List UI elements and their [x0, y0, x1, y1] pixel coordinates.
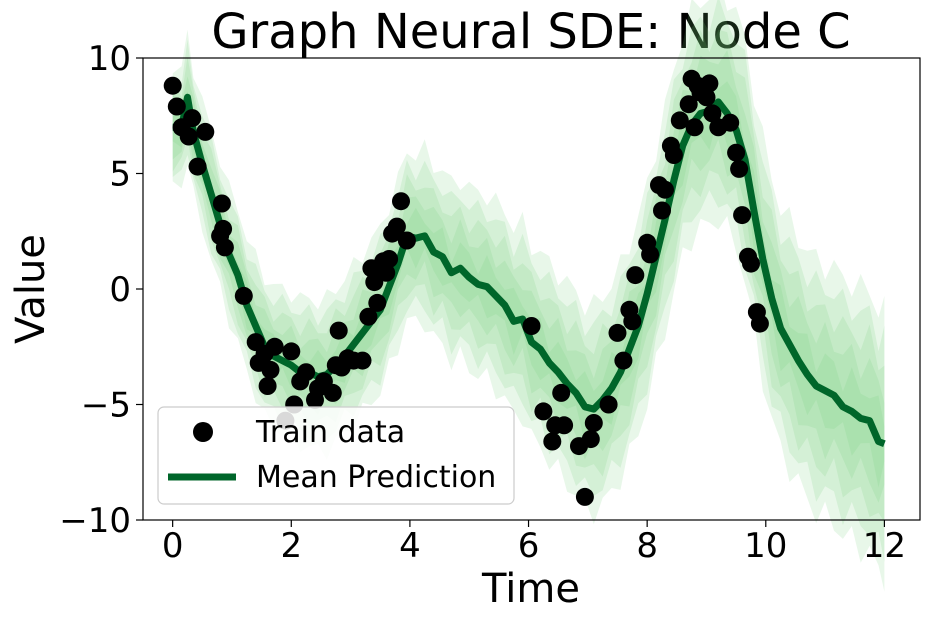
x-tick-label: 0 [162, 526, 184, 566]
train-data-point [721, 113, 740, 132]
train-data-point [212, 194, 231, 213]
y-tick-label: 5 [109, 155, 131, 195]
train-data-point [353, 351, 372, 370]
uncertainty-bands [172, 0, 885, 592]
train-data-point [656, 180, 674, 199]
train-data-point [685, 118, 704, 137]
train-data-point [183, 109, 202, 128]
train-data-point [377, 263, 396, 282]
train-data-point [697, 88, 716, 107]
train-data-point [359, 307, 378, 326]
train-data-point [261, 360, 280, 379]
legend-label-mean-prediction: Mean Prediction [256, 460, 496, 495]
train-data-point [215, 238, 234, 257]
train-data-point [179, 127, 198, 146]
train-data-point [534, 402, 553, 421]
train-data-point [552, 383, 571, 402]
x-axis-ticks: 0 2 4 6 8 10 12 [162, 520, 906, 566]
train-data-point [733, 206, 752, 225]
train-data-point [555, 416, 574, 435]
legend: Train data Mean Prediction [157, 406, 515, 505]
y-tick-label: −10 [59, 501, 131, 541]
train-data-point [614, 351, 633, 370]
y-tick-label: 0 [109, 270, 131, 310]
y-axis-ticks: −10 −5 0 5 10 [59, 39, 143, 541]
train-data-point [258, 377, 277, 395]
x-tick-label: 12 [863, 526, 906, 566]
train-data-point [608, 323, 627, 342]
train-data-point [265, 337, 284, 356]
train-data-point [575, 487, 594, 506]
x-tick-label: 2 [280, 526, 302, 566]
train-data-point [368, 293, 387, 312]
train-data-point [584, 414, 603, 432]
train-data-point [329, 321, 348, 340]
train-data-point [730, 159, 749, 178]
x-axis-label: Time [481, 566, 580, 612]
train-data-point [626, 266, 645, 285]
train-data-point [700, 74, 719, 93]
uncertainty-band [172, 50, 885, 503]
train-data-point [392, 192, 410, 211]
train-data-point [543, 432, 562, 451]
x-tick-label: 6 [518, 526, 540, 566]
train-data-point [679, 95, 698, 114]
train-data-point [727, 143, 746, 162]
train-data-point [234, 286, 253, 305]
y-axis-label: Value [8, 234, 54, 344]
train-data-point [664, 146, 683, 164]
train-data-point [599, 395, 618, 414]
uncertainty-band [172, 29, 885, 522]
train-data-point [188, 157, 207, 176]
train-data-point [214, 219, 233, 238]
y-tick-label: −5 [81, 386, 131, 426]
train-data-point [750, 314, 769, 333]
train-data-point [670, 111, 689, 130]
train-data-point [742, 254, 760, 273]
x-tick-label: 8 [636, 526, 658, 566]
train-data-point [196, 122, 215, 141]
train-data-point [167, 97, 186, 116]
train-data-point [641, 245, 660, 264]
x-tick-label: 4 [399, 526, 421, 566]
train-data-point [323, 383, 342, 402]
legend-marker-train-data [193, 422, 213, 442]
chart-title: Graph Neural SDE: Node C [211, 4, 850, 60]
train-data-points [163, 69, 769, 506]
train-data-point [380, 250, 399, 268]
uncertainty-band [172, 0, 885, 563]
y-tick-label: 10 [88, 39, 131, 79]
uncertainty-band [172, 0, 885, 592]
legend-box [157, 406, 515, 505]
x-tick-label: 10 [744, 526, 787, 566]
legend-label-train-data: Train data [255, 415, 405, 450]
train-data-point [163, 76, 182, 95]
train-data-point [581, 430, 600, 449]
train-data-point [653, 201, 671, 220]
train-data-point [282, 342, 301, 361]
train-data-point [397, 231, 416, 250]
train-data-point [522, 317, 541, 335]
train-data-point [297, 363, 316, 382]
train-data-point [387, 217, 406, 236]
train-data-point [623, 312, 642, 331]
train-data-point [703, 104, 722, 123]
